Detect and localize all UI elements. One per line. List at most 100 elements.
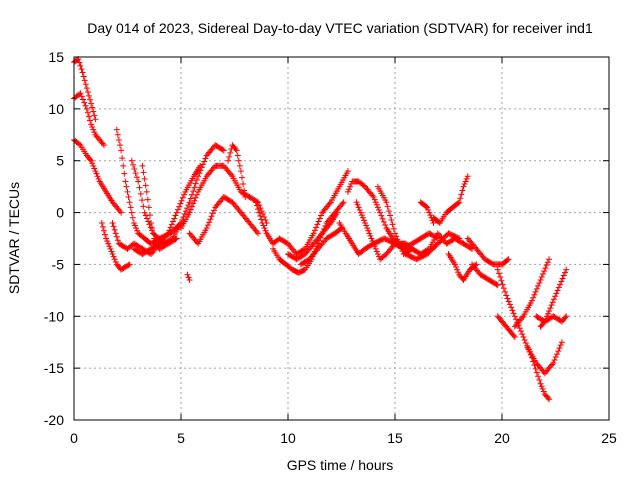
data-point	[499, 281, 506, 288]
data-point	[104, 238, 111, 245]
data-point	[198, 164, 205, 171]
data-point	[370, 240, 377, 247]
data-point	[370, 194, 377, 201]
data-point	[498, 277, 505, 284]
data-point	[258, 216, 265, 223]
data-point	[220, 147, 227, 154]
series-track-13	[184, 271, 193, 283]
data-point	[360, 217, 367, 224]
data-point	[111, 226, 118, 233]
data-point	[191, 197, 198, 204]
data-point	[145, 204, 152, 211]
series-track-17	[297, 225, 345, 268]
y-tick-label: 5	[56, 153, 64, 169]
data-point	[356, 206, 363, 213]
data-point	[374, 251, 381, 258]
series-track-16	[285, 209, 341, 263]
data-point	[156, 240, 163, 247]
data-point	[552, 354, 559, 361]
data-point	[88, 121, 95, 128]
series-track-22	[402, 230, 463, 263]
data-point	[109, 219, 116, 226]
data-point	[339, 200, 346, 207]
data-point	[539, 271, 546, 278]
data-point	[354, 201, 361, 208]
data-point	[87, 156, 94, 163]
data-point	[174, 206, 181, 213]
data-point	[557, 281, 564, 288]
data-point	[209, 210, 216, 217]
data-point	[130, 219, 137, 226]
data-point	[92, 168, 99, 175]
data-point	[345, 186, 352, 193]
data-point	[108, 248, 115, 255]
data-point	[155, 241, 162, 248]
data-point	[355, 204, 362, 211]
data-point	[76, 59, 83, 66]
data-point	[179, 194, 186, 201]
data-point	[368, 235, 375, 242]
data-point	[232, 146, 239, 153]
data-point	[85, 92, 92, 99]
data-point	[197, 167, 204, 174]
data-point	[178, 197, 185, 204]
data-point	[372, 199, 379, 206]
data-point	[311, 227, 318, 234]
data-point	[371, 243, 378, 250]
data-point	[129, 214, 136, 221]
data-point	[558, 278, 565, 285]
data-point	[181, 191, 188, 198]
data-point	[78, 93, 85, 100]
grid-lines	[74, 57, 609, 420]
data-point	[544, 259, 551, 266]
series-track-12	[225, 142, 249, 201]
data-point	[171, 215, 178, 222]
data-point	[112, 258, 119, 265]
data-point	[550, 296, 557, 303]
data-point	[133, 225, 140, 232]
data-point	[535, 282, 542, 289]
data-point	[494, 282, 501, 289]
data-point	[457, 195, 464, 202]
data-point	[548, 302, 555, 309]
data-point	[364, 225, 371, 232]
x-tick-label: 25	[601, 430, 617, 446]
data-point	[144, 215, 151, 222]
data-point	[113, 233, 120, 240]
data-point	[172, 212, 179, 219]
data-point	[139, 162, 146, 169]
data-point	[89, 124, 96, 131]
data-point	[233, 147, 240, 154]
data-point	[102, 231, 109, 238]
data-point	[510, 310, 517, 317]
data-point	[192, 180, 199, 187]
data-point	[510, 332, 517, 339]
data-point	[375, 206, 382, 213]
series-track-10	[178, 162, 270, 232]
data-point	[563, 266, 570, 273]
data-point	[127, 204, 134, 211]
data-point	[261, 225, 268, 232]
data-point	[177, 200, 184, 207]
data-point	[87, 117, 94, 124]
series-track-19	[344, 178, 416, 252]
data-point	[353, 199, 360, 206]
data-point	[506, 301, 513, 308]
data-point	[128, 157, 135, 164]
data-point	[426, 209, 433, 216]
data-point	[184, 271, 191, 278]
data-point	[123, 183, 130, 190]
data-point	[83, 85, 90, 92]
data-point	[141, 209, 148, 216]
data-point	[524, 342, 531, 349]
data-point	[81, 99, 88, 106]
data-point	[555, 284, 562, 291]
data-point	[173, 209, 180, 216]
data-point	[259, 219, 266, 226]
data-point	[88, 100, 95, 107]
data-point	[379, 215, 386, 222]
data-point	[141, 175, 148, 182]
data-point	[142, 182, 149, 189]
data-point	[87, 96, 94, 103]
